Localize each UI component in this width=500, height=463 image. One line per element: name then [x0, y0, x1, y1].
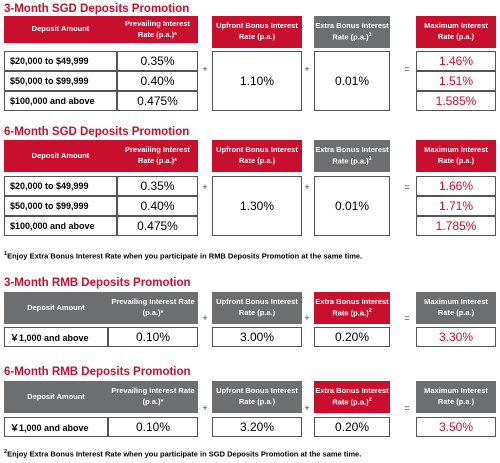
equals-operator: =	[404, 403, 410, 413]
maximum-rate-value: 1.785%	[416, 216, 496, 236]
prevailing-rate-header: Prevailing Interest Rate (p.a.)*	[117, 140, 198, 172]
equals-operator: =	[404, 182, 410, 192]
upfront-bonus-value: 1.10%	[212, 51, 302, 111]
maximum-rate-header: Maximum Interest Rate (p.a.)	[416, 16, 496, 48]
upfront-bonus-header: Upfront Bonus Interest Rate (p.a.)	[212, 292, 302, 324]
upfront-bonus-value: 3.00%	[212, 327, 302, 347]
section-title: 3-Month RMB Deposits Promotion	[4, 277, 191, 289]
maximum-rate-header: Maximum Interest Rate (p.a.)	[416, 381, 496, 413]
equals-operator: =	[404, 64, 410, 74]
extra-bonus-value: 0.01%	[314, 51, 390, 111]
table-row: ￥1,000 and above	[4, 417, 108, 437]
maximum-rate-value: 1.46%	[416, 51, 496, 71]
plus-operator: +	[304, 182, 310, 192]
plus-operator: +	[202, 313, 208, 323]
table-row: $100,000 and above	[4, 216, 117, 236]
maximum-rate-value: 1.66%	[416, 176, 496, 196]
extra-bonus-value: 0.20%	[314, 417, 390, 437]
prevailing-rate-value: 0.40%	[117, 196, 198, 216]
upfront-bonus-value: 3.20%	[212, 417, 302, 437]
plus-operator: +	[202, 64, 208, 74]
maximum-rate-value: 1.51%	[416, 71, 496, 91]
upfront-bonus-header: Upfront Bonus Interest Rate (p.a.)	[212, 140, 302, 172]
maximum-rate-value: 3.50%	[416, 417, 496, 437]
maximum-rate-header: Maximum Interest Rate (p.a.)	[416, 292, 496, 324]
section-title: 3-Month SGD Deposits Promotion	[4, 3, 190, 15]
prevailing-rate-value: 0.10%	[108, 327, 198, 347]
table-row: $100,000 and above	[4, 91, 117, 111]
extra-bonus-value: 0.20%	[314, 327, 390, 347]
table-row: $50,000 to $99,999	[4, 196, 117, 216]
upfront-bonus-header: Upfront Bonus Interest Rate (p.a.)	[212, 381, 302, 413]
table-row: $20,000 to $49,999	[4, 176, 117, 196]
upfront-bonus-value: 1.30%	[212, 176, 302, 236]
prevailing-rate-value: 0.475%	[117, 216, 198, 236]
prevailing-rate-header: Prevailing Interest Rate (p.a.)*	[117, 16, 198, 43]
maximum-rate-value: 1.585%	[416, 91, 496, 111]
prevailing-rate-value: 0.475%	[117, 91, 198, 111]
equals-operator: =	[404, 313, 410, 323]
maximum-rate-header: Maximum Interest Rate (p.a.)	[416, 140, 496, 172]
deposit-amount-header: Deposit Amount	[4, 16, 117, 43]
extra-bonus-header: Extra Bonus Interest Rate (p.a.)1	[314, 16, 390, 48]
plus-operator: +	[304, 64, 310, 74]
section-title: 6-Month RMB Deposits Promotion	[4, 366, 191, 378]
footnote-2: 2Enjoy Extra Bonus Interest Rate when yo…	[4, 449, 362, 459]
table-row: ￥1,000 and above	[4, 327, 108, 347]
prevailing-rate-value: 0.35%	[117, 51, 198, 71]
deposit-amount-header: Deposit Amount	[4, 381, 108, 413]
extra-bonus-header: Extra Bonus Interest Rate (p.a.)2	[314, 381, 390, 413]
prevailing-rate-header: Prevailing Interest Rate (p.a.)*	[108, 381, 198, 413]
prevailing-rate-header: Prevailing Interest Rate (p.a.)*	[108, 292, 198, 324]
extra-bonus-header: Extra Bonus Interest Rate (p.a.)1	[314, 140, 390, 172]
extra-bonus-header: Extra Bonus Interest Rate (p.a.)2	[314, 292, 390, 324]
extra-bonus-value: 0.01%	[314, 176, 390, 236]
maximum-rate-value: 3.30%	[416, 327, 496, 347]
upfront-bonus-header: Upfront Bonus Interest Rate (p.a.)	[212, 16, 302, 48]
deposit-amount-header: Deposit Amount	[4, 292, 108, 324]
table-row: $50,000 to $99,999	[4, 71, 117, 91]
plus-operator: +	[202, 403, 208, 413]
plus-operator: +	[304, 313, 310, 323]
deposit-amount-header: Deposit Amount	[4, 140, 117, 172]
prevailing-rate-value: 0.35%	[117, 176, 198, 196]
maximum-rate-value: 1.71%	[416, 196, 496, 216]
section-title: 6-Month SGD Deposits Promotion	[4, 126, 190, 138]
prevailing-rate-value: 0.40%	[117, 71, 198, 91]
plus-operator: +	[304, 403, 310, 413]
plus-operator: +	[202, 182, 208, 192]
prevailing-rate-value: 0.10%	[108, 417, 198, 437]
table-row: $20,000 to $49,999	[4, 51, 117, 71]
footnote-1: 1Enjoy Extra Bonus Interest Rate when yo…	[4, 251, 363, 261]
